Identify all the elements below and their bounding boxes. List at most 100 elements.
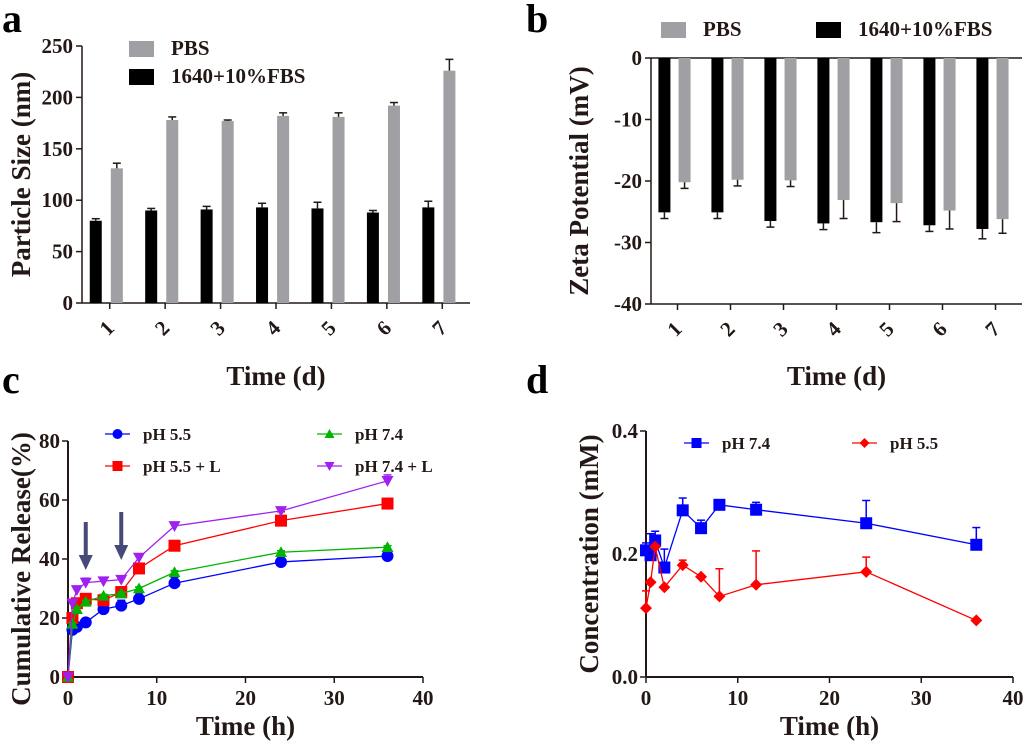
bar-1640-10-fbs-day-7 [976, 58, 989, 229]
bar-pbs-day-7 [443, 70, 456, 303]
legend-marker-ph-5-5-l [112, 461, 123, 471]
x-tick-label: 5 [874, 317, 898, 341]
panel-label-d: d [526, 357, 548, 402]
data-point-ph-5-5 [750, 578, 763, 591]
x-tick-label: 30 [324, 686, 345, 710]
legend-marker-ph-5-5 [112, 429, 123, 439]
data-point-ph-5-5 [133, 592, 145, 605]
data-point-ph-7-4 [649, 534, 662, 547]
x-tick-label: 7 [980, 317, 1004, 341]
x-tick-label: 20 [819, 686, 840, 710]
y-tick-label: 150 [42, 137, 74, 161]
y-tick-label: 0.0 [612, 665, 638, 689]
x-tick-label: 40 [413, 686, 434, 710]
legend-marker-ph-7-4 [324, 429, 335, 438]
data-point-ph-7-4 [79, 595, 92, 607]
legend-label: pH 7.4 + L [355, 457, 433, 476]
x-tick-label: 10 [146, 686, 167, 710]
bar-1640-10-fbs-day-5 [311, 208, 324, 303]
data-point-ph-7-4 [97, 589, 110, 601]
bar-1640-10-fbs-day-5 [870, 58, 883, 223]
legend-marker-ph-7-4 [691, 438, 702, 448]
bar-1640-10-fbs-day-6 [923, 58, 936, 226]
series-line-ph-7-4 [67, 546, 388, 678]
data-point-ph-5-5-l [275, 514, 287, 527]
data-point-ph-5-5 [115, 599, 128, 612]
data-point-ph-5-5-l [168, 539, 181, 552]
y-tick-label: 250 [42, 34, 74, 58]
x-axis-title: Time (d) [226, 361, 325, 391]
annotation-arrow-head [114, 545, 129, 560]
x-axis-title: Time (h) [196, 711, 295, 741]
bar-1640-10-fbs-day-6 [366, 212, 379, 303]
y-tick-label: 40 [39, 547, 60, 571]
y-tick-label: 50 [52, 240, 73, 264]
legend-label: pH 5.5 [143, 425, 191, 444]
bar-pbs-day-3 [784, 58, 797, 181]
bar-pbs-day-7 [996, 58, 1009, 220]
x-tick-label: 40 [1003, 686, 1024, 710]
chart-panel-d: 0.0 0.2 0.4 0 10 20 30 40 Time (h) Concentration … [574, 419, 1024, 741]
series-line-ph-5-5 [67, 555, 388, 678]
bar-pbs-day-5 [332, 116, 345, 303]
y-axis-title: Cumulative Release(%) [6, 432, 36, 706]
data-point-ph-7-4 [168, 566, 181, 578]
y-tick-label: 60 [39, 488, 60, 512]
data-point-ph-5-5 [676, 559, 689, 572]
bar-pbs-day-2 [731, 58, 744, 180]
bar-pbs-day-1 [678, 58, 691, 183]
panel-label-a: a [2, 0, 22, 41]
x-tick-label: 10 [727, 686, 748, 710]
data-point-ph-5-5 [649, 540, 662, 553]
y-tick-label: 200 [42, 85, 74, 109]
x-tick-label: 5 [316, 316, 340, 340]
bar-1640-10-fbs-day-4 [256, 207, 269, 303]
x-axis-title: Time (h) [780, 711, 879, 741]
bar-1640-10-fbs-day-1 [89, 220, 102, 303]
x-tick-label: 6 [927, 317, 951, 341]
data-point-ph-5-5 [640, 602, 652, 615]
legend-swatch [816, 22, 841, 38]
data-point-ph-7-4-l [381, 476, 394, 487]
data-point-ph-5-5 [713, 590, 726, 603]
bar-1640-10-fbs-day-3 [764, 58, 777, 221]
data-point-ph-7-4-l [275, 506, 287, 517]
bar-pbs-day-1 [110, 168, 123, 303]
data-point-ph-7-4 [713, 498, 726, 511]
annotation-arrow-head [78, 555, 93, 570]
x-tick-label: 0 [641, 686, 652, 710]
series-line-ph-7-4-l [67, 480, 388, 678]
x-tick-label: 6 [372, 316, 396, 340]
data-point-ph-7-4 [275, 546, 287, 558]
bar-1640-10-fbs-day-7 [422, 207, 435, 303]
y-axis-title: Particle Size (nm) [6, 72, 36, 277]
data-point-ph-5-5 [275, 555, 287, 568]
bar-1640-10-fbs-day-3 [200, 209, 213, 303]
data-point-ph-5-5-l [381, 497, 394, 510]
x-tick-label: 2 [715, 317, 739, 341]
legend-label: pH 5.5 + L [143, 457, 221, 476]
y-tick-label: 80 [39, 429, 60, 453]
legend-swatch [661, 22, 686, 38]
data-point-ph-7-4 [115, 587, 128, 599]
legend-label: 1640+10%FBS [858, 17, 992, 41]
data-point-ph-5-5 [860, 565, 873, 578]
bar-pbs-day-2 [166, 120, 179, 304]
legend-label: pH 7.4 [722, 434, 771, 453]
legend-swatch [129, 41, 154, 57]
series-line-ph-5-5 [645, 546, 977, 622]
bar-pbs-day-3 [221, 121, 234, 303]
legend-label: PBS [171, 36, 210, 60]
data-point-ph-7-4 [658, 561, 671, 574]
bar-pbs-day-5 [890, 58, 903, 204]
y-tick-label: -20 [614, 169, 642, 193]
chart-panel-a: 0 50 100 150 200 250 1 2 3 4 5 6 7 Time (d) Particle S… [6, 34, 470, 391]
bar-pbs-day-4 [837, 58, 850, 201]
y-tick-label: 0 [50, 665, 61, 689]
x-tick-label: 3 [768, 317, 792, 341]
data-point-ph-7-4 [133, 582, 145, 594]
series-line-ph-7-4 [645, 504, 977, 570]
x-axis-title: Time (d) [787, 361, 886, 391]
x-tick-label: 3 [205, 316, 229, 340]
data-point-ph-7-4 [695, 522, 708, 535]
